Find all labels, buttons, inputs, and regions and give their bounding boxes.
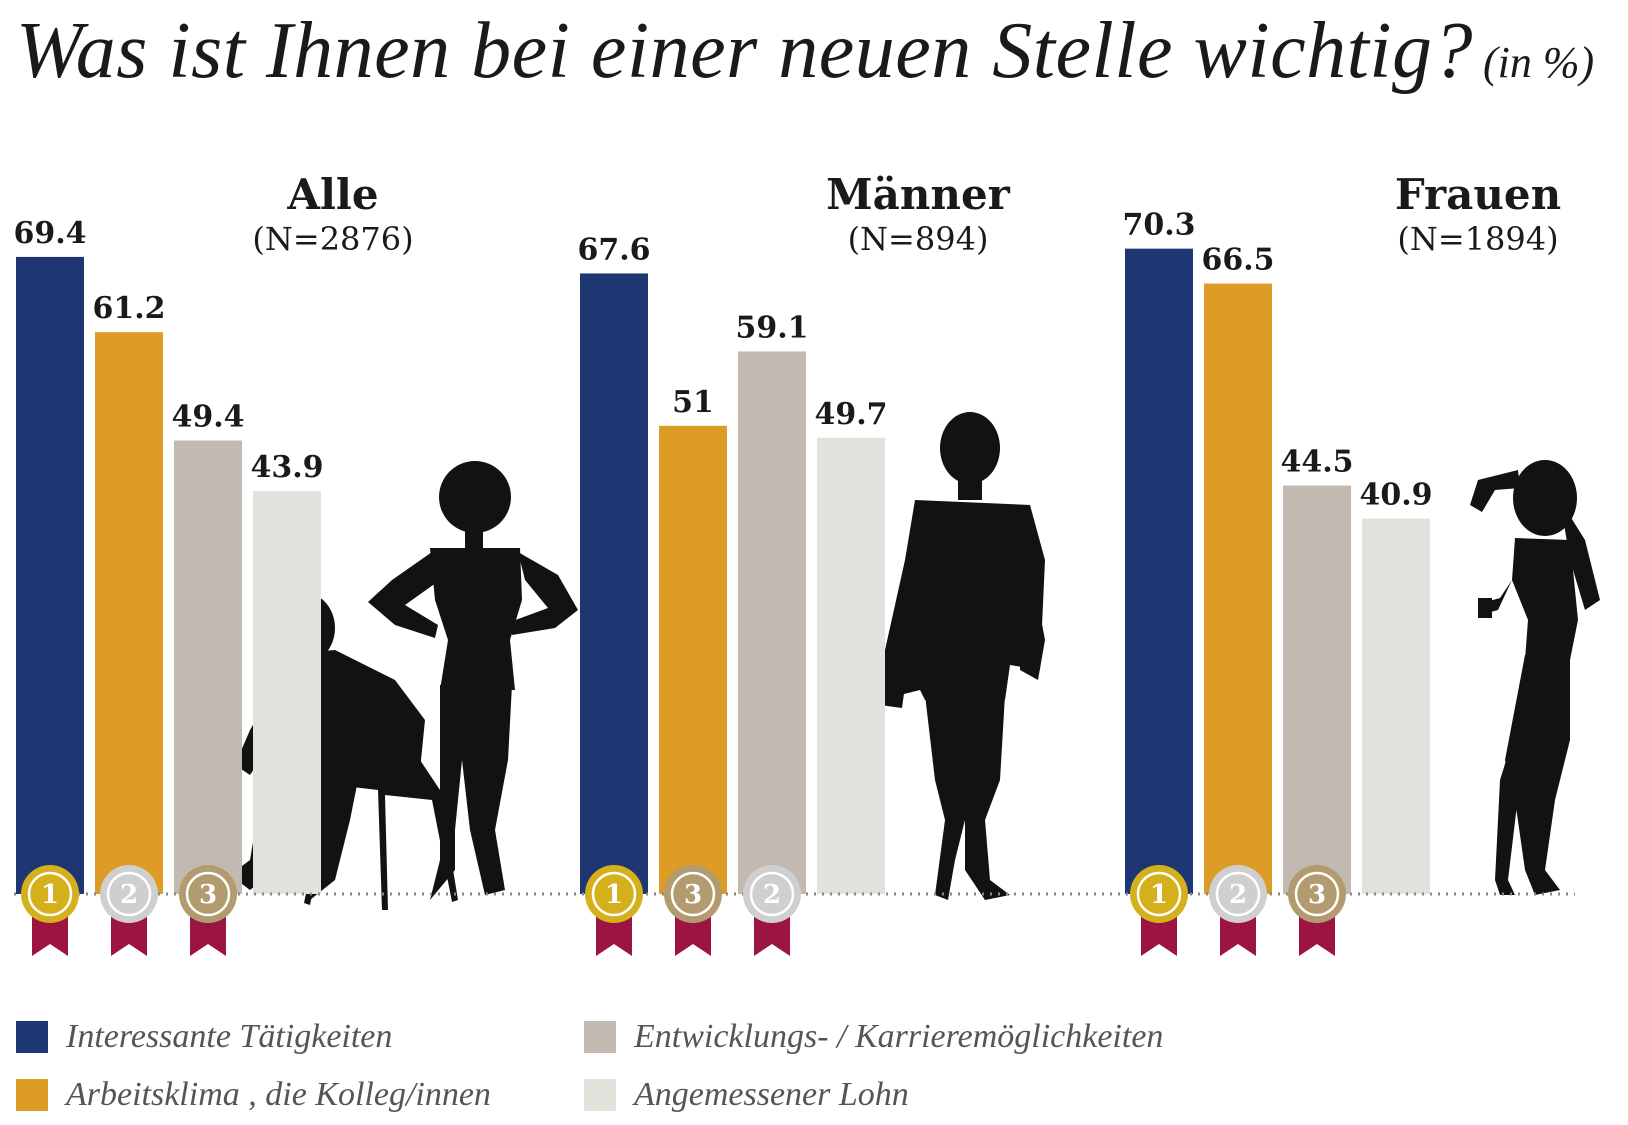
legend-item-1: Interessante Tätigkeiten (16, 1018, 392, 1056)
medals-layer: 1 2 3 1 3 2 1 2 3 (21, 865, 1346, 956)
group-titles-layer: Alle(N=2876) Männer(N=894) Frauen(N=1894) (252, 170, 1561, 258)
bar-frauen-1 (1125, 248, 1193, 894)
chart-title: Was ist Ihnen bei einer neuen Stelle wic… (16, 7, 1474, 95)
legend-item-3: Entwicklungs- / Karrieremöglichkeiten (584, 1018, 1163, 1056)
medal-number: 1 (41, 880, 59, 910)
legend-swatch (584, 1021, 616, 1053)
group-n-alle: (N=2876) (252, 220, 413, 258)
bar-alle-2 (95, 332, 163, 895)
medal-number: 3 (684, 880, 702, 910)
value-label-frauen-1: 70.3 (1122, 208, 1195, 243)
medal-number: 2 (1229, 880, 1247, 910)
medal-rank-1-frauen: 1 (1130, 865, 1188, 956)
standing-woman-silhouette (368, 461, 578, 900)
bar-alle-1 (16, 256, 84, 895)
chart-title-row: Was ist Ihnen bei einer neuen Stelle wic… (16, 6, 1594, 97)
value-label-m-nner-2: 51 (672, 385, 714, 420)
medal-rank-1-alle: 1 (21, 865, 79, 956)
chart-unit: (in %) (1483, 38, 1595, 87)
man-silhouette (880, 412, 1045, 900)
legend-label: Interessante Tätigkeiten (66, 1018, 393, 1055)
bar-m-nner-3 (738, 351, 806, 894)
legend: Interessante Tätigkeiten Arbeitsklima , d… (16, 1018, 1216, 1118)
legend-item-4: Angemessener Lohn (584, 1076, 909, 1114)
value-label-m-nner-4: 49.7 (814, 397, 887, 432)
medal-number: 3 (1308, 880, 1326, 910)
medal-number: 1 (605, 880, 623, 910)
group-title-alle: Alle (286, 170, 378, 219)
medal-rank-3-m-nner: 3 (664, 865, 722, 956)
woman-with-cup-silhouette (1470, 460, 1600, 895)
value-label-frauen-3: 44.5 (1280, 444, 1353, 479)
legend-swatch (16, 1021, 48, 1053)
medal-number: 1 (1150, 880, 1168, 910)
value-label-alle-1: 69.4 (13, 216, 86, 251)
bar-m-nner-4 (817, 437, 885, 894)
bar-frauen-3 (1283, 485, 1351, 894)
legend-label: Entwicklungs- / Karrieremöglichkeiten (634, 1018, 1164, 1055)
bar-chart: 69.4 61.2 49.443.9 67.6 51 59.1 49.7 70.366.5 44… (13, 170, 1600, 956)
value-label-frauen-2: 66.5 (1201, 243, 1274, 278)
bar-alle-4 (253, 490, 321, 894)
bars-layer: 69.4 61.2 49.443.9 67.6 51 59.1 49.7 70.366.5 44… (13, 208, 1433, 895)
medal-rank-3-alle: 3 (179, 865, 237, 956)
legend-item-2: Arbeitsklima , die Kolleg/innen (16, 1076, 491, 1114)
legend-label: Angemessener Lohn (634, 1076, 909, 1113)
medal-number: 2 (763, 880, 781, 910)
bar-alle-3 (174, 440, 242, 894)
legend-swatch (16, 1079, 48, 1111)
value-label-alle-3: 49.4 (171, 400, 244, 435)
medal-rank-2-m-nner: 2 (743, 865, 801, 956)
medal-rank-2-frauen: 2 (1209, 865, 1267, 956)
medal-number: 3 (199, 880, 217, 910)
value-label-m-nner-1: 67.6 (577, 232, 650, 267)
group-title-frauen: Frauen (1395, 170, 1561, 219)
value-label-alle-4: 43.9 (250, 450, 323, 485)
medal-rank-2-alle: 2 (100, 865, 158, 956)
bar-frauen-2 (1204, 283, 1272, 894)
group-n-frauen: (N=1894) (1397, 220, 1558, 258)
legend-label: Arbeitsklima , die Kolleg/innen (66, 1076, 491, 1113)
bar-m-nner-2 (659, 425, 727, 894)
value-label-alle-2: 61.2 (92, 291, 165, 326)
group-title-m-nner: Männer (826, 170, 1010, 219)
value-label-frauen-4: 40.9 (1359, 478, 1432, 513)
medal-rank-3-frauen: 3 (1288, 865, 1346, 956)
medal-rank-1-m-nner: 1 (585, 865, 643, 956)
group-n-m-nner: (N=894) (848, 220, 989, 258)
silhouettes (230, 412, 1600, 910)
legend-swatch (584, 1079, 616, 1111)
value-label-m-nner-3: 59.1 (735, 310, 808, 345)
medal-number: 2 (120, 880, 138, 910)
bar-frauen-4 (1362, 518, 1430, 894)
bar-m-nner-1 (580, 273, 648, 894)
